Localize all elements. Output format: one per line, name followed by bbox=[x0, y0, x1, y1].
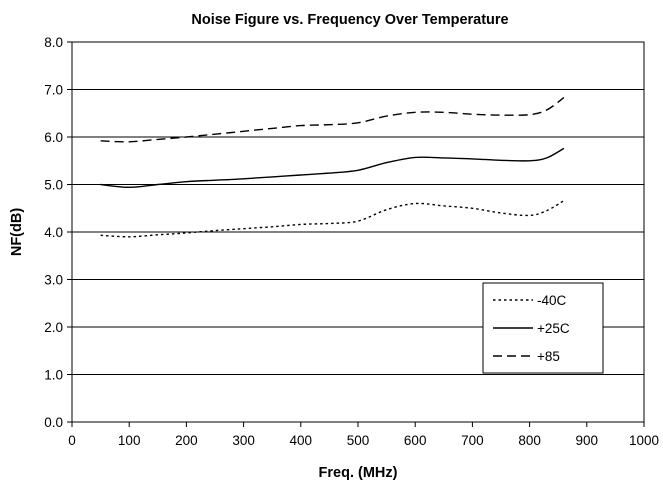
x-tick-label: 0 bbox=[68, 433, 76, 448]
x-tick-label: 700 bbox=[461, 433, 484, 448]
y-tick-label: 8.0 bbox=[44, 35, 63, 50]
x-tick-label: 100 bbox=[118, 433, 141, 448]
x-tick-label: 200 bbox=[175, 433, 198, 448]
y-tick-label: 4.0 bbox=[44, 225, 63, 240]
series-lines bbox=[100, 97, 565, 238]
y-tick-label: 7.0 bbox=[44, 83, 63, 98]
legend: -40C +25C +85 bbox=[482, 282, 604, 374]
legend-label: -40C bbox=[537, 293, 567, 308]
legend-label: +25C bbox=[537, 321, 570, 336]
x-tick-label: 400 bbox=[290, 433, 313, 448]
y-tick-label: 1.0 bbox=[44, 368, 63, 383]
gridlines bbox=[72, 89, 644, 375]
x-axis-title: Freq. (MHz) bbox=[319, 465, 398, 481]
x-tick-label: 500 bbox=[347, 433, 370, 448]
x-tick-label: 1000 bbox=[629, 433, 659, 448]
y-tick-label: 5.0 bbox=[44, 178, 63, 193]
y-axis-title: NF(dB) bbox=[9, 208, 25, 256]
x-tick-label: 600 bbox=[404, 433, 427, 448]
series-line-3 bbox=[100, 97, 565, 143]
x-tick-label: 800 bbox=[518, 433, 541, 448]
legend-label: +85 bbox=[537, 349, 560, 364]
y-tick-label: 2.0 bbox=[44, 320, 63, 335]
y-tick-label: 3.0 bbox=[44, 273, 63, 288]
axis-ticks: 0.0 1.0 2.0 3.0 4.0 5.0 6.0 7.0 8.0 0 100 200 300 400… bbox=[44, 35, 659, 448]
chart-title: Noise Figure vs. Frequency Over Temperat… bbox=[191, 12, 508, 28]
y-tick-label: 0.0 bbox=[44, 415, 63, 430]
x-tick-label: 900 bbox=[576, 433, 599, 448]
y-tick-label: 6.0 bbox=[44, 130, 63, 145]
x-tick-label: 300 bbox=[232, 433, 255, 448]
series-line-1 bbox=[100, 200, 565, 238]
series-line-2 bbox=[100, 147, 565, 189]
